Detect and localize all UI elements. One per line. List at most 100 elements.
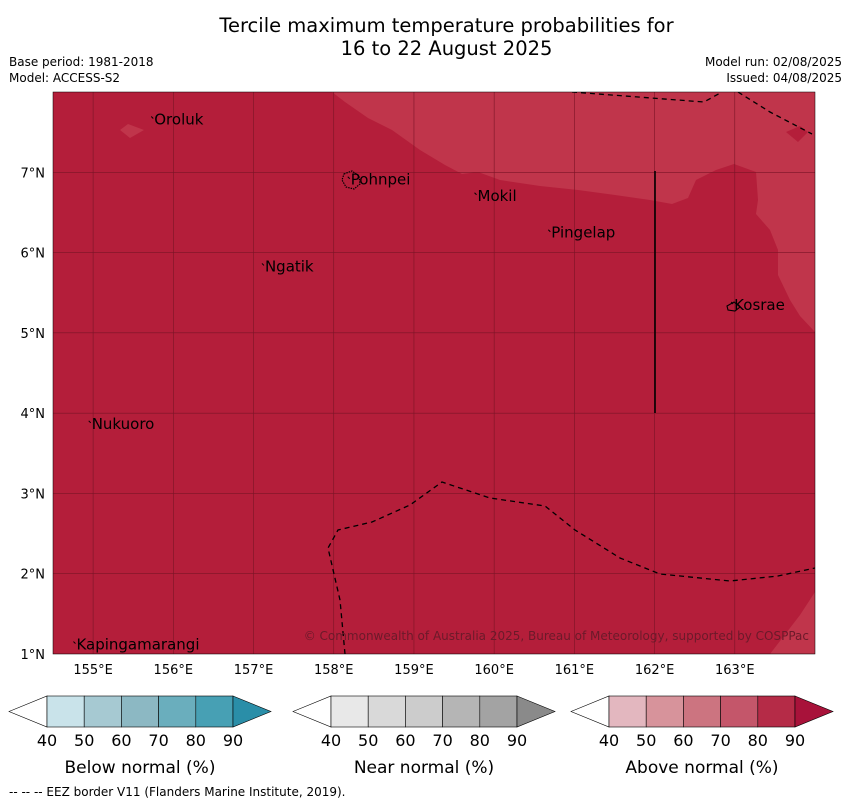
lighter-probability-region-northeast (332, 92, 815, 332)
colorbar-segment (405, 695, 443, 728)
colorbar-tick-label: 90 (507, 731, 527, 750)
longitude-tick-label: 160°E (474, 663, 514, 678)
colorbar-tick-label: 40 (321, 731, 341, 750)
longitude-tick-label: 158°E (314, 663, 354, 678)
place-label-nukuoro: Nukuoro (92, 415, 155, 433)
colorbar-tick-label: 70 (710, 731, 730, 750)
model-run: Model run: 02/08/2025 (704, 55, 842, 69)
lighter-probability-patch (120, 124, 144, 138)
colorbar-3: 40 50 60 70 80 90 Above normal (%) (570, 695, 834, 778)
eez-border-source-note: -- -- -- EEZ border V11 (Flanders Marine… (9, 785, 346, 799)
colorbar-segment (83, 695, 122, 728)
place-label-kapingamarangi: Kapingamarangi (76, 636, 199, 654)
place-label-pingelap: Pingelap (551, 224, 615, 242)
latitude-tick-label: 3°N (21, 487, 46, 502)
place-marker (347, 176, 351, 180)
place-label-pohnpei: Pohnpei (351, 171, 411, 189)
lighter-probability-region-southeast (770, 592, 815, 654)
colorbar-tick-label: 70 (148, 731, 168, 750)
map-title: Tercile maximum temperature probabilitie… (0, 14, 850, 60)
place-marker (547, 229, 551, 233)
latitude-tick-label: 1°N (21, 648, 46, 663)
place-labels: Oroluk Pohnpei Mokil Pingelap Ngatik Kosrae Nu… (73, 111, 785, 654)
map-frame (52, 91, 816, 655)
colorbar-segment (608, 695, 647, 728)
colorbar-extend-high (516, 695, 556, 728)
map-plot-area: Oroluk Pohnpei Mokil Pingelap Ngatik Kosrae Nu… (53, 92, 815, 654)
colorbar-tick-label: 90 (785, 731, 805, 750)
meta-left: Base period: 1981-2018 Model: ACCESS-S2 (9, 54, 154, 86)
place-label-mokil: Mokil (478, 187, 517, 205)
place-label-ngatik: Ngatik (265, 257, 314, 275)
colorbar-2: 40 50 60 70 80 90 Near normal (%) (292, 695, 556, 778)
longitude-tick-label: 162°E (635, 663, 675, 678)
longitude-tick-label: 156°E (154, 663, 194, 678)
place-marker (73, 641, 76, 644)
longitude-tick-label: 159°E (394, 663, 434, 678)
colorbar-tick-label: 50 (74, 731, 94, 750)
latitude-tick-label: 4°N (21, 407, 46, 422)
longitude-tick-label: 157°E (234, 663, 274, 678)
eez-borders (327, 92, 815, 654)
colorbar-tick-label: 90 (223, 731, 243, 750)
latitude-tick-label: 5°N (21, 327, 46, 342)
meta-right: Model run: 02/08/2025 Issued: 04/08/2025 (705, 54, 842, 86)
colorbar-extend-high (794, 695, 834, 728)
place-marker (474, 192, 477, 196)
colorbar-segment (757, 695, 796, 728)
colorbar-segment (330, 695, 369, 728)
colorbar-tick-label: 80 (470, 731, 490, 750)
longitude-tick-label: 155°E (73, 663, 113, 678)
pohnpei-coastline (341, 170, 361, 190)
copyright-notice: © Commonwealth of Australia 2025, Bureau… (304, 629, 809, 643)
colorbar-1: 40 50 60 70 80 90 Below normal (%) (8, 695, 272, 778)
place-marker (730, 301, 734, 305)
colorbar-extend-low (570, 695, 610, 728)
latitude-tick-labels: 1°N 2°N 3°N 4°N 5°N 6°N 7°N (21, 166, 46, 663)
colorbar-segment (683, 695, 721, 728)
eez-border-south (327, 481, 815, 654)
colorbar-tick-label: 60 (673, 731, 693, 750)
longitude-tick-label: 161°E (555, 663, 595, 678)
place-label-kosrae: Kosrae (734, 296, 785, 314)
latitude-tick-label: 7°N (21, 166, 46, 181)
colorbar-segment (645, 695, 684, 728)
colorbar-segment (442, 695, 481, 728)
colorbar-extend-high (232, 695, 272, 728)
colorbar-segment (158, 695, 197, 728)
place-label-oroluk: Oroluk (154, 111, 203, 129)
eez-border-north (571, 92, 723, 103)
colorbar-tick-label: 50 (636, 731, 656, 750)
colorbar-tick-label: 40 (599, 731, 619, 750)
latitude-tick-label: 6°N (21, 247, 46, 262)
latitude-tick-label: 2°N (21, 568, 46, 583)
colorbar-segment (195, 695, 234, 728)
place-marker (150, 116, 154, 119)
colorbar-tick-label: 80 (748, 731, 768, 750)
colorbar-segment (46, 695, 85, 728)
colorbar-segment (479, 695, 518, 728)
colorbar-extend-low (292, 695, 332, 728)
colorbar-title: Above normal (%) (625, 758, 778, 778)
longitude-tick-label: 163°E (715, 663, 755, 678)
colorbar-title: Near normal (%) (354, 758, 494, 778)
colorbar-tick-label: 50 (358, 731, 378, 750)
issued-date: Issued: 04/08/2025 (726, 71, 842, 85)
colorbar-segment (367, 695, 406, 728)
colorbar-title: Below normal (%) (65, 758, 216, 778)
model-name: Model: ACCESS-S2 (9, 71, 121, 85)
title-line-1: Tercile maximum temperature probabilitie… (219, 14, 674, 37)
colorbar-tick-label: 40 (37, 731, 57, 750)
map-gridlines (53, 92, 815, 654)
colorbar-segment (121, 695, 159, 728)
kosrae-coastline (726, 301, 741, 312)
place-marker (261, 263, 265, 266)
place-marker (88, 420, 92, 424)
colorbar-tick-label: 60 (395, 731, 415, 750)
colorbar-extend-low (8, 695, 48, 728)
longitude-tick-labels: 155°E 156°E 157°E 158°E 159°E 160°E 161°E 162°E… (73, 663, 754, 678)
colorbar-tick-label: 60 (111, 731, 131, 750)
colorbar-tick-label: 80 (186, 731, 206, 750)
colorbar-legends: 40 50 60 70 80 90 Below normal (%) 40 50 60 70 80 90… (8, 695, 834, 778)
